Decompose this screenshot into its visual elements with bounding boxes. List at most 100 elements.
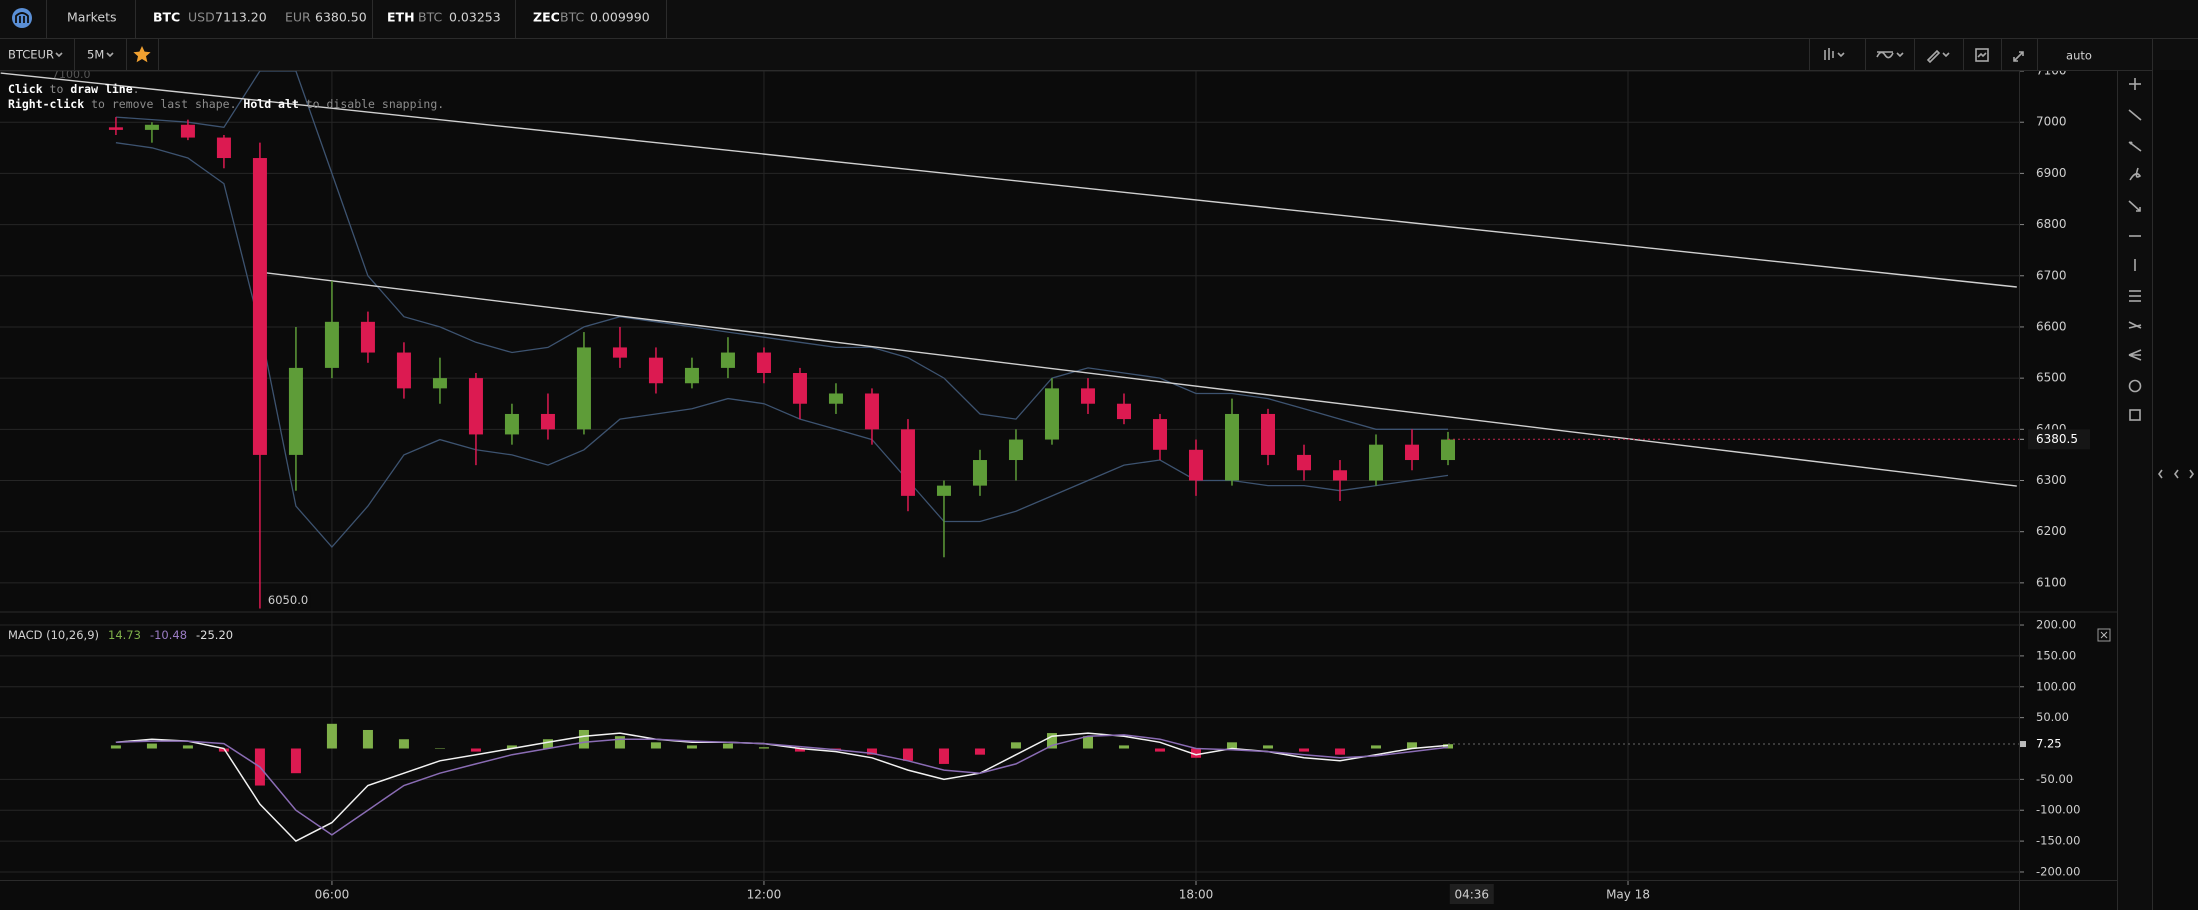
tool-channel[interactable]: [2128, 321, 2142, 329]
low-label: 6050.0: [268, 593, 308, 607]
ticker[interactable]: BTC USD 7113.20 EUR 6380.50: [153, 10, 367, 25]
macd-histogram-bar: [146, 743, 157, 749]
favorite-star[interactable]: [133, 46, 151, 63]
macd-histogram-bar: [1190, 748, 1201, 758]
y-tick-label: 6100: [2036, 575, 2067, 589]
macd-histogram-bar: [866, 748, 877, 755]
ticker-price: 0.009990: [590, 10, 650, 25]
candle-body: [1152, 419, 1167, 450]
close-cross: [2100, 631, 2108, 639]
candle-body: [1260, 413, 1275, 455]
last-price-bg: [2028, 429, 2090, 450]
candle-body: [144, 124, 159, 130]
tool-circle[interactable]: [2128, 379, 2142, 393]
macd-legend-title: MACD (10,26,9): [8, 628, 99, 642]
y-tick-label: 6800: [2036, 217, 2067, 231]
hint-key: draw line: [70, 82, 132, 96]
macd-histogram-bar: [1407, 742, 1418, 749]
markets-link[interactable]: Markets: [67, 10, 116, 25]
macd-histogram-bar: [326, 723, 337, 749]
hint-text: to remove last shape.: [84, 97, 243, 111]
macd-plot: [110, 723, 1454, 843]
macd-histogram-bar: [362, 729, 373, 749]
candle-body: [1405, 444, 1420, 461]
price-plot: [0, 70, 2017, 609]
y-tick-label: 6300: [2036, 473, 2067, 487]
tool-ray[interactable]: [2128, 141, 2142, 152]
macd-histogram-bar: [1118, 745, 1129, 749]
hint-key: Click: [8, 82, 43, 96]
close-box[interactable]: [2097, 628, 2111, 642]
macd-last-label: 7.25: [2036, 737, 2062, 751]
macd-histogram-bar: [1046, 733, 1057, 749]
candle-body: [360, 321, 375, 353]
tool-arrow[interactable]: [2128, 200, 2141, 212]
candle-body: [288, 367, 303, 455]
macd-histogram-bar: [1298, 748, 1309, 752]
interval-select[interactable]: 5M: [87, 48, 114, 62]
tools-sidebar: [2118, 70, 2194, 910]
ticker[interactable]: ZEC BTC 0.009990: [533, 10, 650, 25]
x-tick-label: May 18: [1606, 888, 1650, 902]
tool-crosshair[interactable]: [2129, 78, 2141, 90]
dropdown-caret: [55, 52, 63, 58]
bollinger-band: [115, 70, 1448, 430]
candle-body: [900, 429, 915, 496]
macd-histogram-bar: [794, 748, 805, 752]
macd-last-marker: [2020, 741, 2026, 748]
tool-pitchfork[interactable]: [2128, 349, 2142, 361]
candle-body: [648, 357, 663, 384]
tool-line[interactable]: [2128, 109, 2142, 121]
scale-mode[interactable]: auto: [2066, 49, 2092, 63]
close-indicator[interactable]: [2097, 628, 2111, 642]
toolbar-bg: [0, 39, 2198, 70]
last-price-label: 6380.5: [2036, 432, 2078, 446]
macd-readout: 14.73: [108, 628, 141, 642]
trend-line: [260, 271, 2017, 487]
candle-body: [1224, 413, 1239, 481]
collapse-arrows[interactable]: [2158, 469, 2194, 479]
candle-body: [252, 158, 267, 455]
ticker-symbol: BTC: [153, 10, 180, 25]
y-tick-label: 6200: [2036, 524, 2067, 538]
market-bar-bg: [0, 0, 2198, 38]
macd-histogram-bar: [902, 748, 913, 761]
candle-body: [1080, 388, 1095, 404]
screenshot-button[interactable]: [1975, 48, 1989, 62]
macd-histogram-bar: [1262, 745, 1273, 749]
macd-histogram-bar: [1443, 744, 1454, 749]
tool-curve[interactable]: [2129, 167, 2142, 181]
y-tick-label: 6500: [2036, 371, 2067, 385]
macd-histogram-bar: [974, 748, 985, 755]
candle-body: [108, 127, 123, 130]
y-tick-label: 150.00: [2036, 648, 2076, 662]
macd-histogram-bar: [398, 739, 409, 749]
chart-type-select[interactable]: [1824, 48, 1845, 60]
y-tick-label: 50.00: [2036, 710, 2069, 724]
y-tick-label: 100.00: [2036, 679, 2076, 693]
macd-histogram-bar: [686, 745, 697, 749]
candle-body: [684, 367, 699, 384]
fullscreen-button[interactable]: [2013, 51, 2024, 62]
draw-select[interactable]: [1926, 49, 1950, 64]
logo[interactable]: [12, 8, 32, 28]
macd-histogram-bar: [1010, 742, 1021, 749]
candle-body: [612, 347, 627, 358]
candle-body: [216, 137, 231, 159]
macd-histogram-bar: [1082, 736, 1093, 749]
hint-text: .: [133, 82, 140, 96]
macd-histogram-bar: [218, 748, 229, 752]
candle-body: [1441, 439, 1456, 461]
ticker-price: 7113.20: [215, 10, 267, 25]
indicators-select[interactable]: [1876, 51, 1904, 59]
x-tick-label: 12:00: [747, 888, 782, 902]
dropdown-caret: [106, 52, 114, 58]
macd-histogram-bar: [506, 745, 517, 749]
hint-line: Right-click to remove last shape. Hold a…: [8, 97, 444, 111]
pair-select[interactable]: BTCEUR: [8, 48, 63, 62]
ticker[interactable]: ETH BTC 0.03253: [387, 10, 501, 25]
tool-fib[interactable]: [2129, 290, 2141, 302]
tool-rect[interactable]: [2129, 409, 2141, 421]
